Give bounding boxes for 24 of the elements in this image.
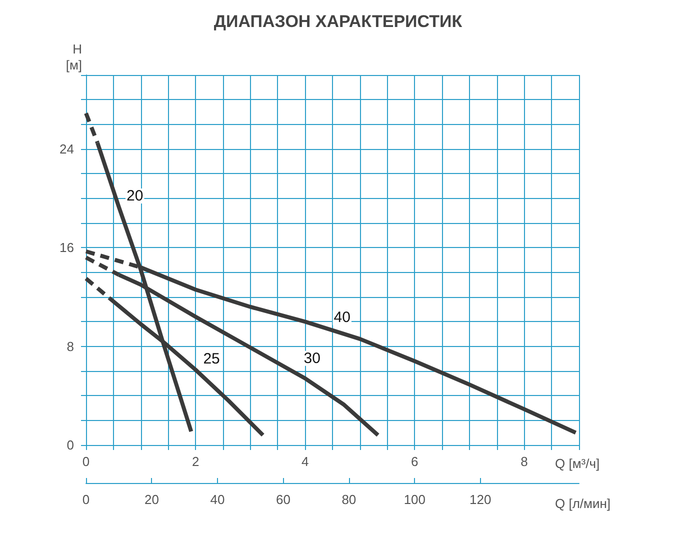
x-tick-label: 2 <box>192 454 200 469</box>
x2-tick-label: 80 <box>342 492 356 507</box>
x2-tick-label: 40 <box>210 492 225 507</box>
y-tick-label: 16 <box>60 240 74 256</box>
x-tick-label: 8 <box>520 454 528 469</box>
x-tick-label: 0 <box>82 454 90 469</box>
x2-tick-label: 120 <box>470 492 492 507</box>
series-label: 20 <box>126 187 144 204</box>
x2-tick-label: 60 <box>276 492 290 507</box>
x2-tick-label: 0 <box>82 492 90 507</box>
y-tick-label: 24 <box>60 142 74 156</box>
chart-title: ДИАПАЗОН ХАРАКТЕРИСТИК <box>214 12 463 31</box>
y-tick-label: 8 <box>66 338 74 354</box>
x2-tick-label: 100 <box>404 492 426 507</box>
x-axis-title: Q [м³/ч] <box>555 456 600 471</box>
x-tick-label: 6 <box>411 454 418 469</box>
y-tick-label: 0 <box>66 438 74 452</box>
series-label: 30 <box>304 350 320 367</box>
series-label: 25 <box>203 350 220 368</box>
y-axis-title: H [м] <box>66 42 82 72</box>
x2-axis-title: Q [л/мин] <box>555 496 611 511</box>
x2-tick-label: 20 <box>144 492 159 507</box>
x-tick-label: 4 <box>301 454 309 469</box>
series-label: 40 <box>334 309 350 326</box>
